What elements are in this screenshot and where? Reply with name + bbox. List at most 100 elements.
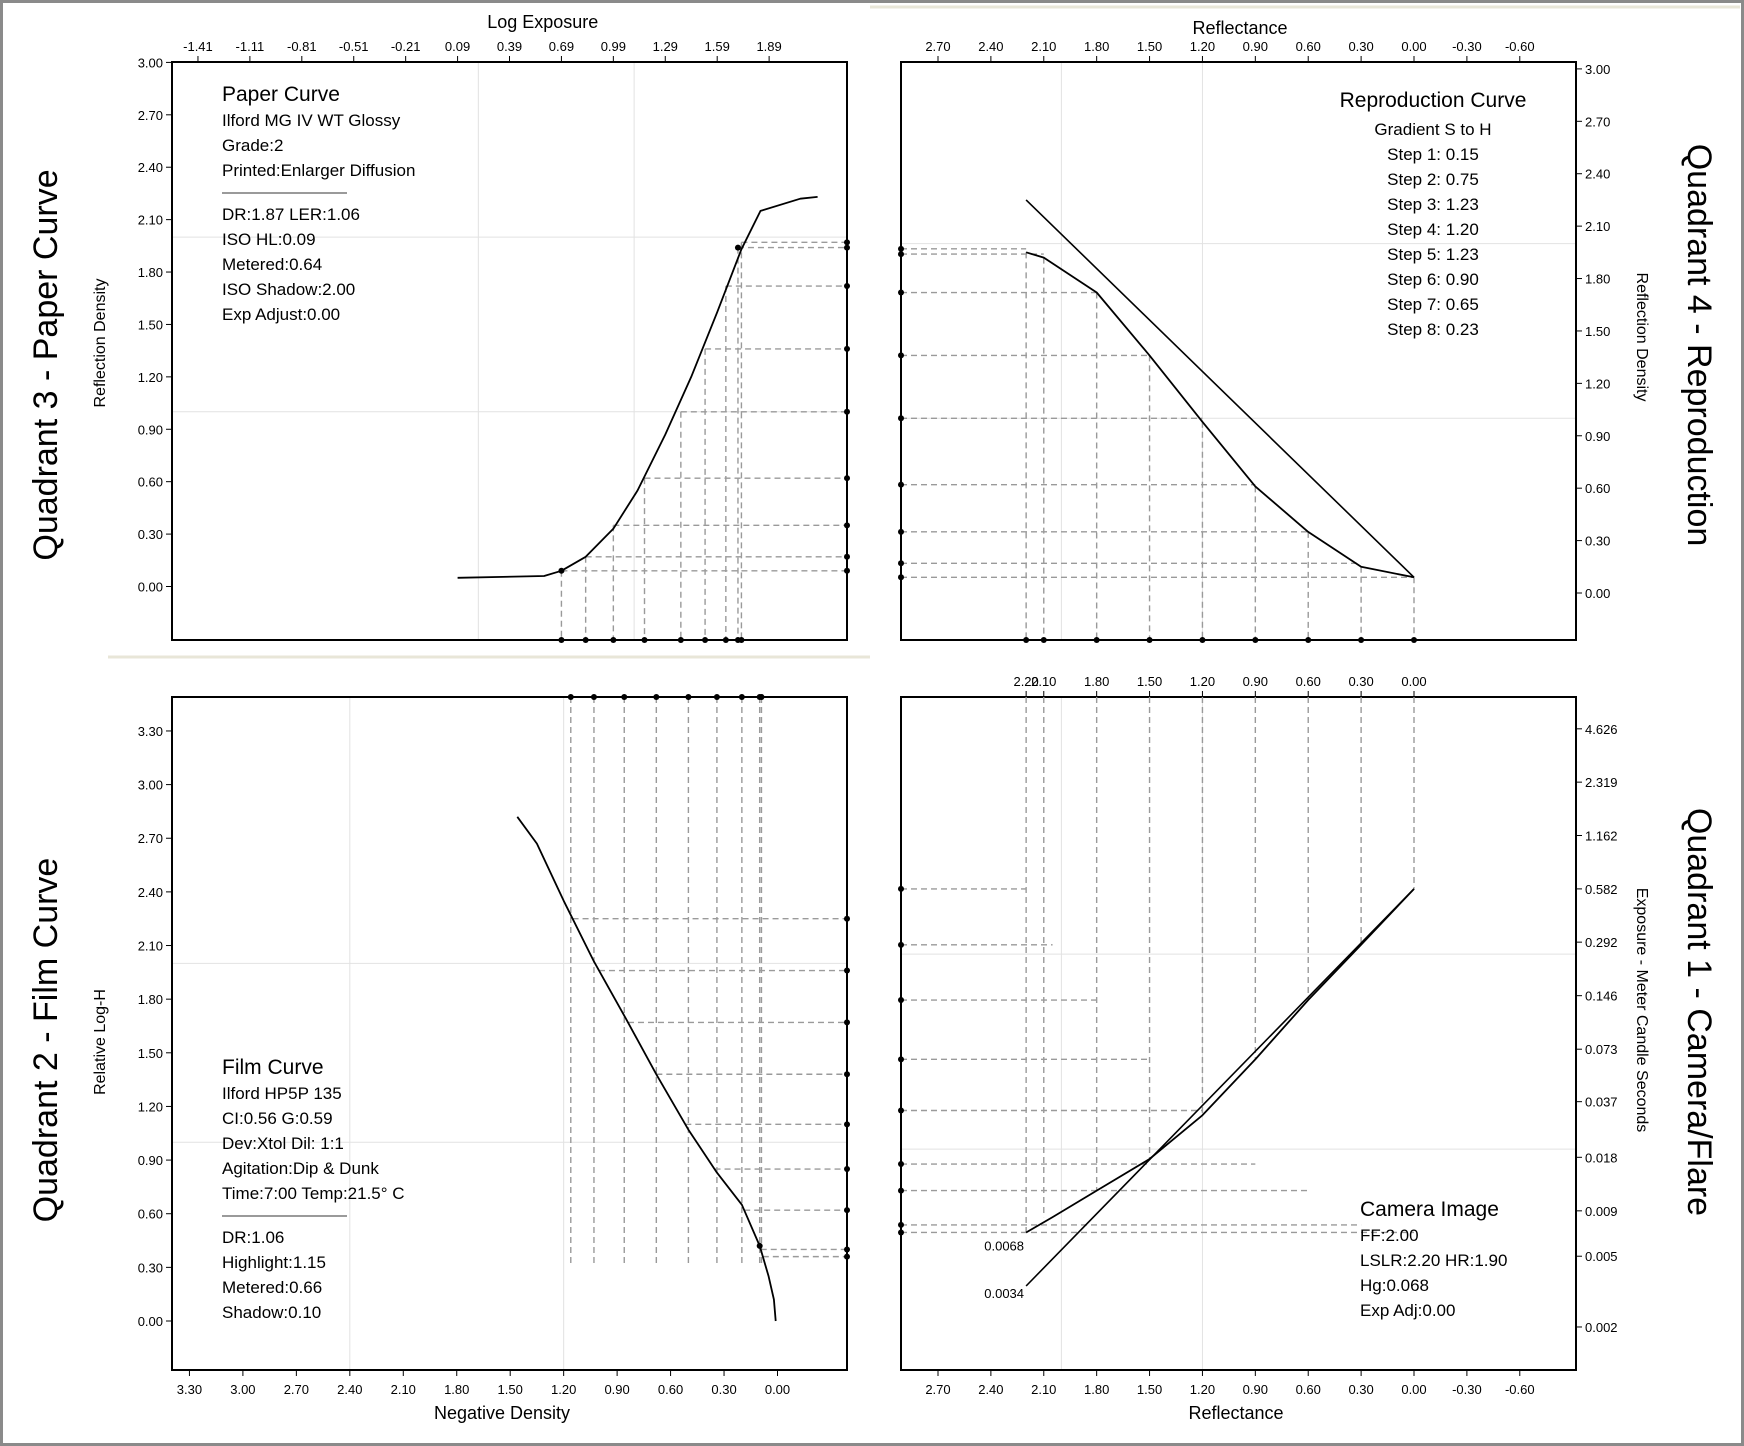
q4-annotation-title: Reproduction Curve	[1340, 89, 1527, 112]
q3-annotation-title: Paper Curve	[222, 83, 340, 106]
q4-reflectance-tick-label: 1.20	[1190, 39, 1215, 54]
q2-annotation-line: Ilford HP5P 135	[222, 1084, 342, 1103]
q4-annotation-line: Step 5: 1.23	[1387, 245, 1479, 264]
q2-negdensity-tick-label: 1.80	[444, 1382, 469, 1397]
q2-marker-right	[844, 1071, 850, 1078]
q1-exposure-tick-label: 0.292	[1585, 935, 1618, 950]
q2-negdensity-tick-label: 0.90	[604, 1382, 629, 1397]
q2-logh-tick-label: 0.30	[138, 1260, 163, 1275]
q2-marker-right	[844, 1207, 850, 1214]
q3-logexp-tick-label: 1.59	[705, 39, 730, 54]
q4-marker-left	[898, 574, 904, 581]
q4-marker-bottom	[1411, 637, 1417, 643]
q1-annotation-line: LSLR:2.20 HR:1.90	[1360, 1251, 1507, 1270]
q2-annotation-line: Shadow:0.10	[222, 1303, 321, 1322]
q2-annotation-line: Time:7:00 Temp:21.5° C	[222, 1184, 405, 1203]
q1-x-axis-title: Reflectance	[1188, 1403, 1283, 1423]
plot-frame-q1	[900, 696, 1577, 1371]
q1-exposure-tick-label: 1.162	[1585, 829, 1618, 844]
q3-marker-bottom	[738, 637, 745, 643]
q4-marker-left	[898, 289, 904, 296]
q3-marker-right	[844, 567, 850, 574]
q4-reflectance-tick-label: 2.40	[978, 39, 1003, 54]
q1-quadrant-title: Quadrant 1 - Camera/Flare	[1680, 808, 1718, 1216]
q2-marker-top	[713, 694, 720, 700]
q2-marker-top	[653, 694, 660, 700]
q3-density-tick-label: 3.00	[138, 55, 163, 70]
q1-reflectance-top-tick-label: 0.60	[1296, 674, 1321, 689]
q3-marker-bottom	[641, 637, 648, 643]
q3-marker-right	[844, 345, 850, 352]
q3-logexp-tick-label: 0.09	[445, 39, 470, 54]
q3-marker-right	[844, 283, 850, 290]
q4-annotation-line: Step 8: 0.23	[1387, 320, 1479, 339]
q4-reflectance-tick-label: 1.80	[1084, 39, 1109, 54]
q2-logh-tick-label: 1.80	[138, 992, 163, 1007]
q2-marker-right	[844, 1019, 850, 1026]
q4-reflectance-tick-label: 0.90	[1243, 39, 1268, 54]
q3-annotation-line: Printed:Enlarger Diffusion	[222, 161, 415, 180]
q4-reflectance-tick-label: -0.30	[1452, 39, 1482, 54]
q1-exposure-tick-label: 4.626	[1585, 722, 1618, 737]
q1-annotation-line: Exp Adj:0.00	[1360, 1301, 1455, 1320]
q2-logh-tick-label: 0.00	[138, 1314, 163, 1329]
q1-exposure-tick-label: 0.002	[1585, 1320, 1618, 1335]
q4-reflectance-tick-label: 0.00	[1401, 39, 1426, 54]
q3-marker-bottom	[722, 637, 729, 643]
q3-marker-bottom	[582, 637, 589, 643]
q4-density-tick-label: 1.20	[1585, 376, 1610, 391]
q1-marker-left	[898, 1187, 904, 1194]
q1-reflectance-tick-label: 1.50	[1137, 1382, 1162, 1397]
q3-logexp-tick-label: 0.69	[549, 39, 574, 54]
q3-paper-curve	[457, 196, 818, 579]
q3-marker-right	[844, 553, 850, 560]
q2-negdensity-tick-label: 2.40	[337, 1382, 362, 1397]
q3-marker-bottom	[558, 637, 565, 643]
q1-reflectance-tick-label: 0.00	[1401, 1382, 1426, 1397]
q3-logexp-tick-label: 0.39	[497, 39, 522, 54]
q3-logexp-tick-label: -0.21	[391, 39, 421, 54]
q3-top-axis-title: Log Exposure	[487, 12, 598, 32]
q4-density-tick-label: 1.50	[1585, 324, 1610, 339]
q2-marker-top	[590, 694, 597, 700]
q4-reflectance-tick-label: 1.50	[1137, 39, 1162, 54]
q3-annotation-line: Metered:0.64	[222, 255, 322, 274]
q3-marker-right	[844, 522, 850, 529]
q2-logh-tick-label: 0.90	[138, 1153, 163, 1168]
q2-annotation-line: Dev:Xtol Dil: 1:1	[222, 1134, 344, 1153]
q1-camera-curve	[1025, 888, 1415, 1234]
q1-exposure-tick-label: 0.009	[1585, 1204, 1618, 1219]
q1-exposure-tick-label: 0.582	[1585, 882, 1618, 897]
q1-ideal-line	[1025, 888, 1415, 1287]
q2-annotation-line: Highlight:1.15	[222, 1253, 326, 1272]
q1-reflectance-tick-label: -0.60	[1505, 1382, 1535, 1397]
q1-marker-left	[898, 1056, 904, 1063]
q2-annotation-line: Agitation:Dip & Dunk	[222, 1159, 379, 1178]
q3-density-tick-label: 1.50	[138, 317, 163, 332]
q4-marker-bottom	[1146, 637, 1153, 643]
q2-marker-top	[738, 694, 745, 700]
q4-density-tick-label: 1.80	[1585, 272, 1610, 287]
q2-annotation-line: CI:0.56 G:0.59	[222, 1109, 333, 1128]
q4-annotation-line: Step 7: 0.65	[1387, 295, 1479, 314]
q1-reflectance-top-tick-label: 0.90	[1243, 674, 1268, 689]
q1-exposure-tick-label: 2.319	[1585, 775, 1618, 790]
q1-annotation-title: Camera Image	[1360, 1198, 1499, 1221]
q1-exposure-tick-label: 0.018	[1585, 1150, 1618, 1165]
q1-low-label-1: 0.0068	[984, 1238, 1024, 1253]
q2-annotation-title: Film Curve	[222, 1056, 324, 1079]
q3-density-tick-label: 2.10	[138, 213, 163, 228]
q4-marker-bottom	[1252, 637, 1259, 643]
q1-reflectance-top-tick-label: 1.80	[1084, 674, 1109, 689]
q4-reflectance-tick-label: -0.60	[1505, 39, 1535, 54]
q4-marker-bottom	[1093, 637, 1100, 643]
q2-logh-tick-label: 2.10	[138, 939, 163, 954]
q2-logh-tick-label: 1.50	[138, 1046, 163, 1061]
q2-marker-top	[758, 694, 765, 700]
q2-annotation-line: Metered:0.66	[222, 1278, 322, 1297]
q3-marker-right	[844, 244, 850, 251]
q3-density-tick-label: 0.30	[138, 527, 163, 542]
q2-quadrant-title: Quadrant 2 - Film Curve	[27, 858, 65, 1223]
q3-annotation-line: ISO Shadow:2.00	[222, 280, 355, 299]
q2-logh-tick-label: 2.70	[138, 831, 163, 846]
